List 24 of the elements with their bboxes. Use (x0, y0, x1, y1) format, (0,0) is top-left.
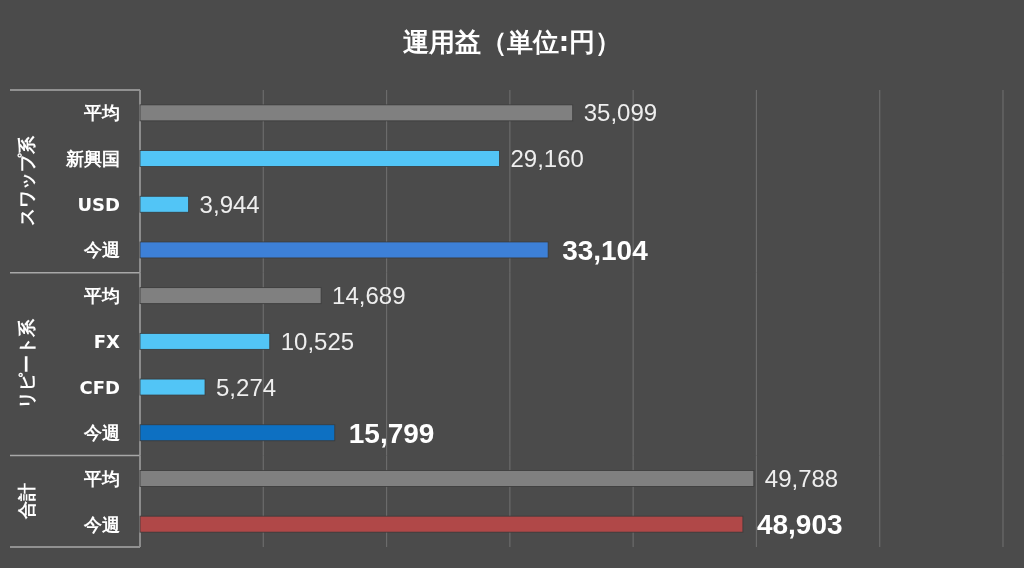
data-label: 48,903 (756, 509, 843, 541)
y-tick-label: USD (77, 193, 120, 215)
data-label: 29,160 (510, 145, 584, 173)
data-label: 33,104 (562, 235, 649, 267)
y-tick-label: 平均 (83, 467, 120, 489)
y-axis-title: 合計 (16, 483, 38, 521)
y-tick-label: CFD (79, 376, 120, 398)
y-tick-label: 今週 (83, 422, 120, 444)
data-label: 5,274 (216, 373, 277, 401)
data-label: 15,799 (348, 417, 435, 449)
data-label: 14,689 (332, 282, 406, 310)
y-axis-title: リピート系 (16, 318, 38, 410)
y-tick-label: 今週 (83, 239, 120, 261)
y-tick-label: 新興国 (65, 148, 120, 170)
y-tick-label: 平均 (83, 285, 120, 307)
y-axis-title: スワップ系 (16, 135, 38, 227)
y-tick-label: 今週 (83, 513, 120, 535)
data-label: 10,525 (280, 327, 355, 355)
chart-title: 運用益（単位:円） (402, 27, 622, 57)
data-label: 35,099 (583, 99, 658, 127)
data-label: 3,944 (199, 190, 260, 218)
y-tick-label: FX (93, 330, 121, 352)
data-label: 49,788 (764, 465, 839, 493)
y-tick-label: 平均 (83, 102, 120, 124)
